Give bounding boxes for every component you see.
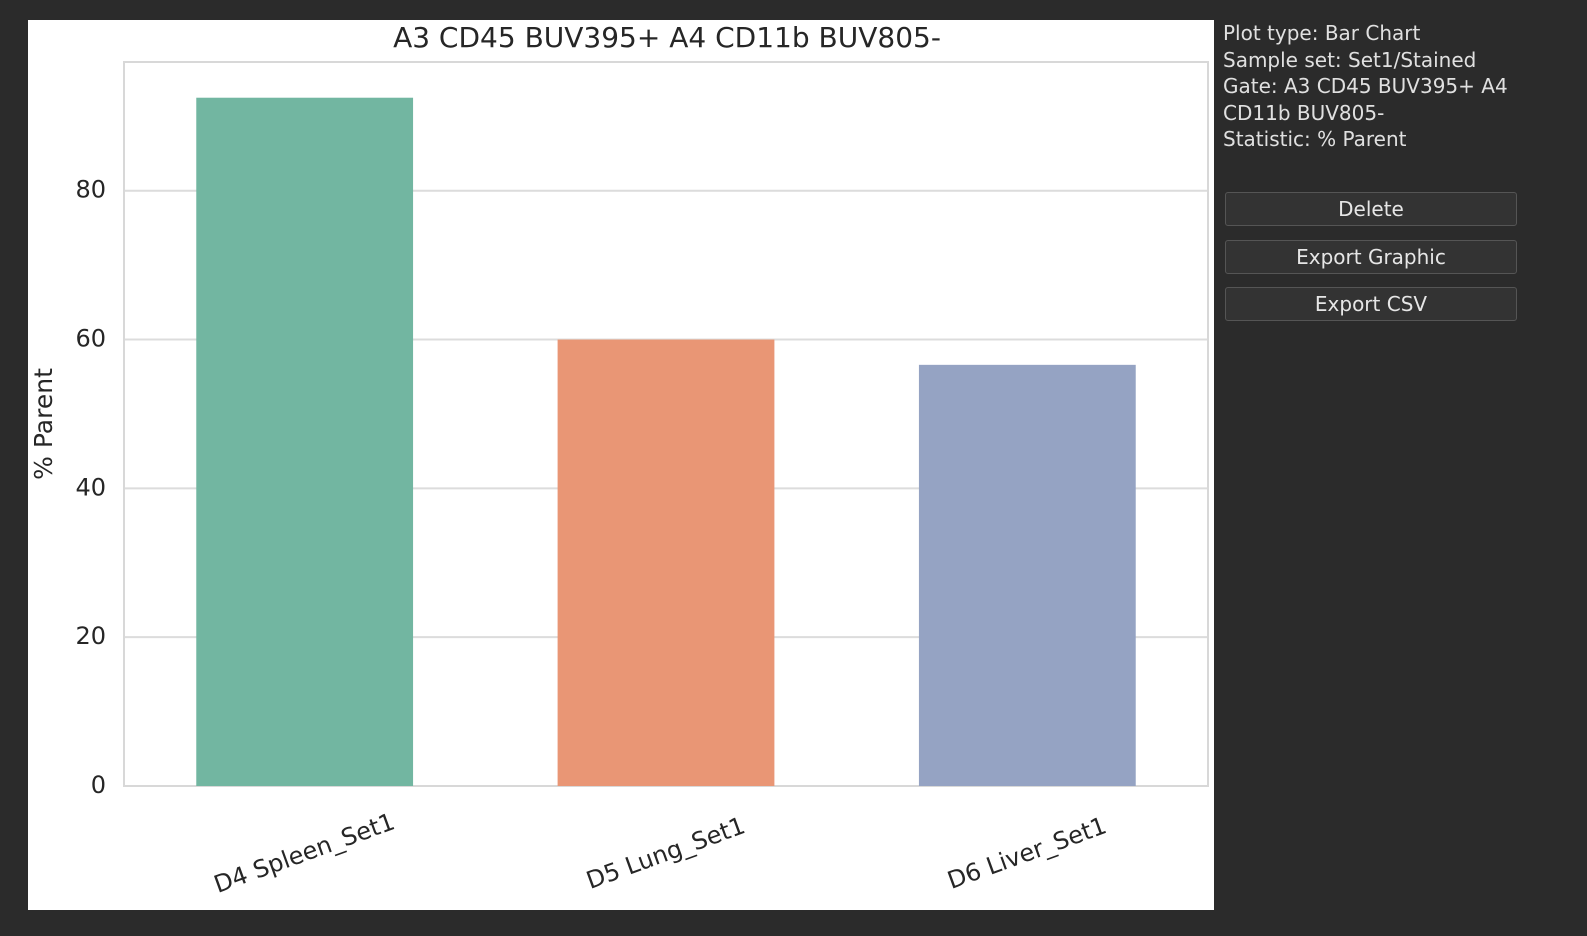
bar [918,364,1136,786]
bar [557,339,775,786]
y-axis-label: % Parent [29,368,58,480]
info-panel: Plot type: Bar Chart Sample set: Set1/Sta… [1223,20,1513,153]
info-line: Plot type: Bar Chart [1223,21,1421,45]
bar [196,97,414,787]
button[interactable]: Export CSV [1225,287,1517,321]
y-tick-label: 0 [91,771,106,799]
y-tick-label: 80 [75,176,106,204]
info-line: Sample set: Set1/Stained [1223,47,1477,72]
info-line: Gate: A3 CD45 BUV395+ A4 CD11b BUV805- [1223,74,1508,125]
info-line: Statistic: % Parent [1223,127,1407,151]
button[interactable]: Delete [1225,192,1517,226]
chart-title: A3 CD45 BUV395+ A4 CD11b BUV805- [393,21,941,54]
y-tick-label: 40 [75,473,106,501]
button[interactable]: Export Graphic [1225,239,1517,274]
y-tick-label: 20 [75,622,106,650]
y-tick-label: 60 [75,325,106,353]
chart: A3 CD45 BUV395+ A4 CD11b BUV805- % Paren… [28,20,1214,910]
